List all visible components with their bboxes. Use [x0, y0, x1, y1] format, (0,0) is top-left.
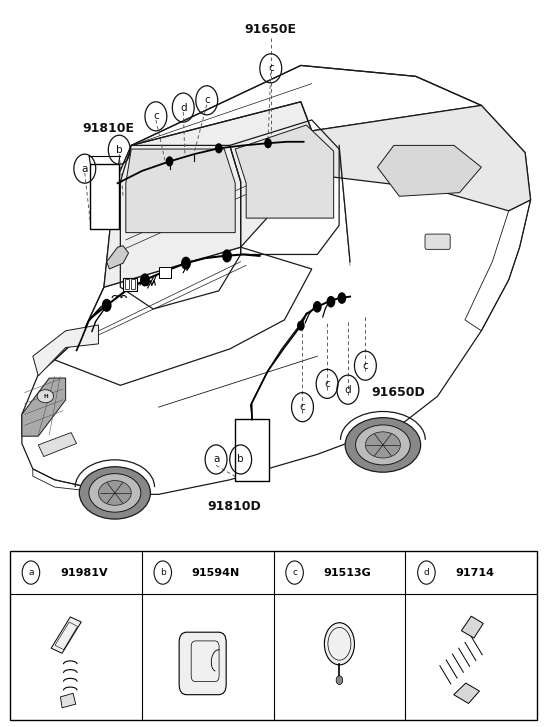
Circle shape — [140, 273, 150, 286]
Text: 91513G: 91513G — [324, 568, 371, 577]
Text: b: b — [160, 568, 166, 577]
Text: 91810D: 91810D — [207, 500, 261, 513]
Text: 91714: 91714 — [456, 568, 494, 577]
Circle shape — [264, 138, 272, 148]
Ellipse shape — [89, 474, 141, 512]
FancyBboxPatch shape — [179, 632, 226, 695]
Polygon shape — [107, 246, 129, 269]
Text: a: a — [28, 568, 34, 577]
FancyBboxPatch shape — [123, 278, 137, 291]
Circle shape — [215, 143, 223, 153]
Polygon shape — [60, 694, 75, 708]
Text: 91650D: 91650D — [371, 386, 425, 399]
Ellipse shape — [79, 467, 150, 519]
Polygon shape — [51, 617, 82, 654]
Circle shape — [297, 321, 305, 331]
Polygon shape — [235, 125, 334, 218]
Text: c: c — [268, 63, 274, 73]
FancyBboxPatch shape — [425, 234, 450, 249]
Ellipse shape — [37, 390, 54, 403]
Text: 91650E: 91650E — [245, 23, 297, 36]
Text: c: c — [204, 95, 210, 105]
FancyBboxPatch shape — [90, 164, 119, 229]
Text: 91810E: 91810E — [82, 122, 135, 135]
Circle shape — [336, 676, 342, 685]
Text: d: d — [180, 103, 187, 113]
Circle shape — [313, 301, 322, 313]
Text: c: c — [300, 402, 305, 412]
Polygon shape — [126, 149, 235, 233]
FancyBboxPatch shape — [235, 419, 269, 481]
FancyBboxPatch shape — [159, 267, 171, 278]
Ellipse shape — [98, 481, 131, 505]
Polygon shape — [22, 378, 66, 436]
Text: d: d — [423, 568, 429, 577]
Polygon shape — [33, 325, 98, 376]
Ellipse shape — [324, 623, 354, 665]
Circle shape — [327, 296, 335, 308]
Text: c: c — [363, 361, 368, 371]
Polygon shape — [453, 683, 479, 704]
Text: a: a — [213, 454, 219, 465]
Polygon shape — [461, 616, 484, 638]
Text: H: H — [43, 394, 48, 398]
Text: 91594N: 91594N — [192, 568, 240, 577]
Text: c: c — [292, 568, 297, 577]
Circle shape — [166, 156, 173, 166]
Text: b: b — [116, 145, 123, 155]
Text: 91981V: 91981V — [60, 568, 108, 577]
Text: d: d — [345, 385, 351, 395]
Ellipse shape — [345, 417, 421, 473]
Circle shape — [222, 249, 232, 262]
Ellipse shape — [356, 425, 410, 465]
Polygon shape — [377, 145, 481, 196]
Ellipse shape — [365, 432, 400, 458]
Polygon shape — [104, 102, 312, 287]
Polygon shape — [38, 433, 77, 457]
Circle shape — [337, 292, 346, 304]
Text: c: c — [153, 111, 159, 121]
Circle shape — [102, 299, 112, 312]
Polygon shape — [312, 105, 531, 211]
Text: b: b — [237, 454, 244, 465]
Circle shape — [181, 257, 191, 270]
Text: a: a — [82, 164, 88, 174]
Text: c: c — [324, 379, 330, 389]
